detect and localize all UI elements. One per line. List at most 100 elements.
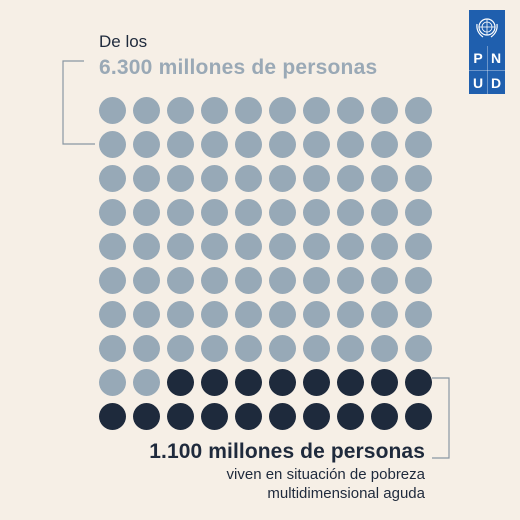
logo-letter-n: N: [490, 50, 502, 66]
dot-cell: [95, 297, 129, 331]
dot-cell: [401, 93, 435, 127]
dot-cell: [163, 365, 197, 399]
dot-cell: [401, 127, 435, 161]
dot-population: [302, 334, 330, 362]
dot-population: [268, 232, 296, 260]
dot-poor: [404, 368, 432, 396]
dot-cell: [95, 161, 129, 195]
dot-cell: [299, 93, 333, 127]
dot-population: [302, 198, 330, 226]
dot-cell: [265, 331, 299, 365]
dot-population: [166, 198, 194, 226]
dot-population: [336, 300, 364, 328]
dot-cell: [367, 127, 401, 161]
dot-cell: [95, 365, 129, 399]
dot-poor: [234, 368, 262, 396]
dot-population: [98, 266, 126, 294]
logo-letter-u: U: [472, 75, 484, 91]
top-bracket: [62, 60, 95, 145]
dot-cell: [333, 127, 367, 161]
undp-logo: P N U D: [469, 10, 505, 94]
dot-cell: [367, 331, 401, 365]
logo-divider-horizontal: [469, 70, 505, 71]
dot-cell: [197, 93, 231, 127]
footer-text: 1.100 millones de personas viven en situ…: [149, 440, 425, 503]
dot-population: [268, 334, 296, 362]
dot-cell: [299, 331, 333, 365]
dot-cell: [197, 161, 231, 195]
dot-cell: [367, 365, 401, 399]
dot-poor: [234, 402, 262, 430]
dot-population: [302, 300, 330, 328]
dot-cell: [299, 263, 333, 297]
dot-population: [200, 300, 228, 328]
dot-population: [302, 232, 330, 260]
headline: De los 6.300 millones de personas: [99, 32, 378, 79]
dot-population: [166, 164, 194, 192]
dot-cell: [299, 195, 333, 229]
dot-cell: [163, 263, 197, 297]
dot-population: [98, 198, 126, 226]
dot-population: [336, 334, 364, 362]
dot-population: [336, 130, 364, 158]
dot-population: [404, 96, 432, 124]
dot-population: [234, 96, 262, 124]
dot-population: [234, 130, 262, 158]
dot-population: [336, 198, 364, 226]
dot-cell: [333, 331, 367, 365]
dot-population: [302, 164, 330, 192]
dot-cell: [197, 365, 231, 399]
logo-divider-vertical: [487, 46, 488, 94]
dot-population: [302, 96, 330, 124]
dot-population: [268, 130, 296, 158]
dot-cell: [197, 127, 231, 161]
dot-cell: [163, 229, 197, 263]
dot-cell: [231, 365, 265, 399]
dot-cell: [367, 161, 401, 195]
dot-cell: [197, 399, 231, 433]
dot-population: [98, 334, 126, 362]
dot-population: [98, 96, 126, 124]
dot-population: [370, 266, 398, 294]
dot-population: [370, 198, 398, 226]
headline-prefix: De los: [99, 32, 148, 51]
dot-cell: [231, 263, 265, 297]
dot-cell: [129, 263, 163, 297]
dot-cell: [231, 161, 265, 195]
dot-population: [166, 232, 194, 260]
footer-line-2: multidimensional aguda: [267, 485, 425, 503]
dot-cell: [197, 195, 231, 229]
dot-population: [98, 368, 126, 396]
dot-cell: [95, 263, 129, 297]
dot-cell: [129, 161, 163, 195]
dot-population: [132, 130, 160, 158]
dot-population: [268, 198, 296, 226]
dot-population: [132, 266, 160, 294]
dot-population: [132, 334, 160, 362]
dot-cell: [299, 399, 333, 433]
dot-population: [98, 300, 126, 328]
dot-population: [370, 164, 398, 192]
dot-cell: [299, 297, 333, 331]
dot-cell: [367, 229, 401, 263]
dot-cell: [231, 331, 265, 365]
dot-population: [98, 130, 126, 158]
headline-total: 6.300 millones de personas: [99, 55, 378, 79]
dot-poor: [200, 402, 228, 430]
dot-cell: [231, 195, 265, 229]
dot-cell: [333, 229, 367, 263]
footer-line-1: viven en situación de pobreza: [226, 466, 425, 484]
dot-poor: [200, 368, 228, 396]
dot-poor: [132, 402, 160, 430]
dot-cell: [95, 399, 129, 433]
dot-cell: [197, 331, 231, 365]
dot-population: [370, 130, 398, 158]
dot-cell: [231, 127, 265, 161]
dot-cell: [95, 331, 129, 365]
dot-cell: [401, 161, 435, 195]
dot-population: [200, 96, 228, 124]
dot-poor: [166, 368, 194, 396]
dot-population: [132, 368, 160, 396]
dot-population: [404, 198, 432, 226]
dot-cell: [401, 365, 435, 399]
